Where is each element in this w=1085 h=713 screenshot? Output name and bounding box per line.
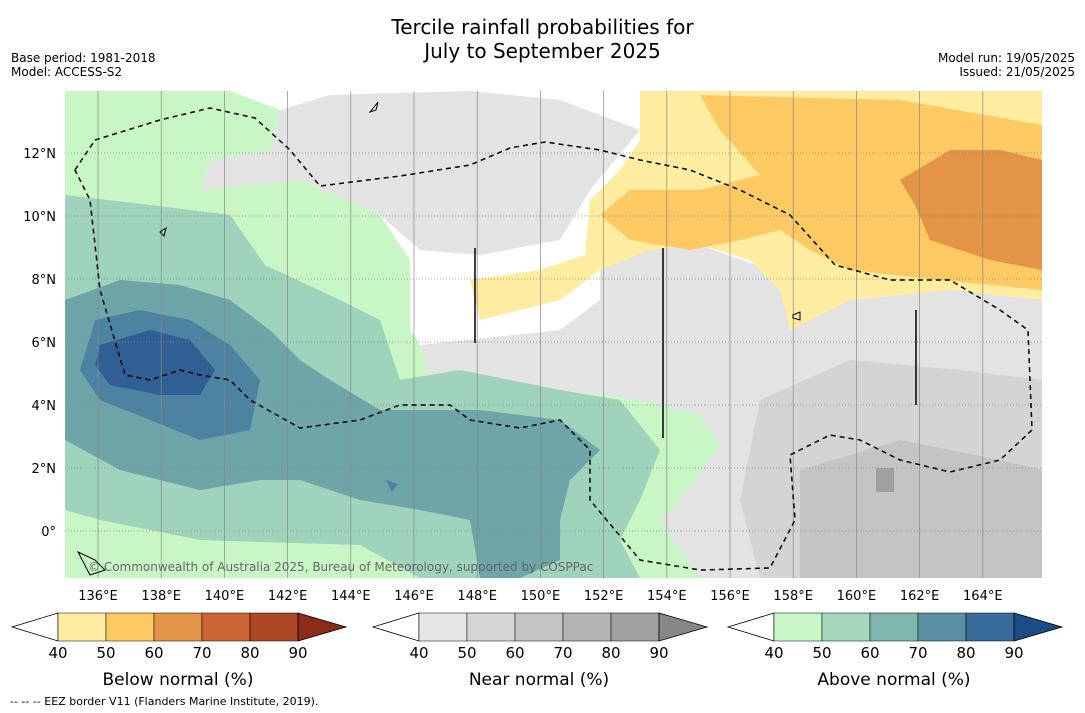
- colorbar-segment: [821, 612, 871, 642]
- colorbar-extend-high: [1013, 612, 1064, 642]
- above-normal-region-80: [95, 330, 215, 395]
- colorbar-segment: [201, 612, 251, 642]
- colorbar-tick-label: 40: [48, 644, 67, 662]
- colorbar-tick-label: 50: [96, 644, 115, 662]
- model-label: Model: ACCESS-S2: [11, 65, 123, 79]
- colorbar-tick-label: 80: [240, 644, 259, 662]
- colorbar-tick-label: 60: [144, 644, 163, 662]
- colorbar-tick-label: 60: [505, 644, 524, 662]
- x-tick-label: 162°E: [900, 589, 940, 604]
- colorbar-label: Above normal (%): [817, 670, 970, 690]
- colorbar-segment: [965, 612, 1015, 642]
- y-tick-label: 10°N: [23, 210, 56, 225]
- x-tick-label: 160°E: [837, 589, 877, 604]
- colorbar-extend-low: [726, 612, 775, 642]
- islands: [76, 101, 801, 576]
- colorbar-tick-label: 40: [764, 644, 783, 662]
- colorbar-tick-label: 90: [649, 644, 668, 662]
- chart-title-line1: Tercile rainfall probabilities for: [391, 15, 694, 39]
- chart-title-line2: July to September 2025: [424, 39, 661, 63]
- copyright-text: © Commonwealth of Australia 2025, Bureau…: [88, 560, 593, 574]
- x-tick-label: 144°E: [331, 589, 371, 604]
- colorbar-label: Near normal (%): [469, 670, 609, 690]
- map-gridlines: [65, 91, 1042, 578]
- probability-fields: [65, 91, 1042, 578]
- y-tick-label: 2°N: [32, 462, 57, 477]
- colorbar-3: 40 50 60 70 80 90 Above normal (%): [726, 612, 1064, 690]
- x-tick-label: 136°E: [78, 589, 118, 604]
- x-tick-label: 140°E: [205, 589, 245, 604]
- colorbar-extend-low: [10, 612, 59, 642]
- x-tick-label: 154°E: [647, 589, 687, 604]
- x-axis-ticks: 136°E 138°E 140°E 142°E 144°E 146°E 148°E 150°E…: [78, 589, 1002, 604]
- colorbar-segment: [249, 612, 299, 642]
- near-normal-region-east-60: [800, 440, 1042, 578]
- colorbar-segment: [514, 612, 564, 642]
- y-tick-label: 4°N: [32, 399, 57, 414]
- island-png-coast: [76, 550, 106, 576]
- colorbar-segment: [153, 612, 203, 642]
- eez-footnote: -- -- -- EEZ border V11 (Flanders Marine…: [10, 695, 319, 708]
- colorbars: 40 50 60 70 80 90 Below normal (%) 40 50 60 70 80 90…: [10, 612, 1064, 690]
- x-tick-label: 142°E: [268, 589, 308, 604]
- colorbar-segment: [869, 612, 919, 642]
- colorbar-tick-label: 40: [409, 644, 428, 662]
- colorbar-segment: [466, 612, 516, 642]
- colorbar-tick-label: 60: [860, 644, 879, 662]
- colorbar-segment: [610, 612, 660, 642]
- colorbar-segment: [105, 612, 155, 642]
- island-pohnpei: [792, 311, 801, 321]
- below-normal-region-50: [600, 95, 1042, 290]
- colorbar-tick-label: 80: [956, 644, 975, 662]
- x-tick-label: 158°E: [773, 589, 813, 604]
- eez-border-palau-fsm: [74, 107, 1033, 571]
- colorbar-tick-label: 50: [457, 644, 476, 662]
- colorbar-extend-high: [658, 612, 709, 642]
- x-tick-label: 156°E: [710, 589, 750, 604]
- eez-borders: [74, 107, 1033, 571]
- colorbar-segment: [917, 612, 967, 642]
- base-period-label: Base period: 1981-2018: [11, 51, 156, 65]
- x-tick-label: 138°E: [141, 589, 181, 604]
- issued-label: Issued: 21/05/2025: [959, 65, 1075, 79]
- x-tick-label: 150°E: [521, 589, 561, 604]
- island-yap: [159, 226, 167, 237]
- colorbar-tick-label: 90: [1004, 644, 1023, 662]
- colorbar-tick-label: 50: [812, 644, 831, 662]
- x-tick-label: 164°E: [963, 589, 1003, 604]
- y-tick-label: 0°: [41, 525, 56, 540]
- y-tick-label: 12°N: [23, 147, 56, 162]
- colorbar-segment: [773, 612, 823, 642]
- below-normal-region-60: [900, 150, 1042, 270]
- colorbar-2: 40 50 60 70 80 90 Near normal (%): [371, 612, 709, 690]
- x-tick-label: 146°E: [394, 589, 434, 604]
- colorbar-tick-label: 90: [288, 644, 307, 662]
- colorbar-extend-high: [297, 612, 348, 642]
- island-palau: [368, 101, 379, 114]
- y-tick-label: 6°N: [32, 336, 57, 351]
- x-tick-label: 152°E: [584, 589, 624, 604]
- colorbar-tick-label: 70: [553, 644, 572, 662]
- model-run-label: Model run: 19/05/2025: [937, 51, 1075, 65]
- colorbar-extend-low: [371, 612, 420, 642]
- above-normal-patch: [386, 480, 398, 492]
- colorbar-tick-label: 70: [908, 644, 927, 662]
- colorbar-tick-label: 70: [192, 644, 211, 662]
- x-tick-label: 148°E: [457, 589, 497, 604]
- colorbar-segment: [57, 612, 107, 642]
- colorbar-segment: [418, 612, 468, 642]
- colorbar-tick-label: 80: [601, 644, 620, 662]
- y-tick-label: 8°N: [32, 273, 57, 288]
- boundary-lines: [474, 248, 917, 438]
- colorbar-label: Below normal (%): [103, 670, 254, 690]
- colorbar-1: 40 50 60 70 80 90 Below normal (%): [10, 612, 348, 690]
- near-normal-patch-80: [876, 468, 894, 492]
- colorbar-segment: [562, 612, 612, 642]
- y-axis-ticks: 12°N 10°N 8°N 6°N 4°N 2°N 0°: [23, 147, 56, 540]
